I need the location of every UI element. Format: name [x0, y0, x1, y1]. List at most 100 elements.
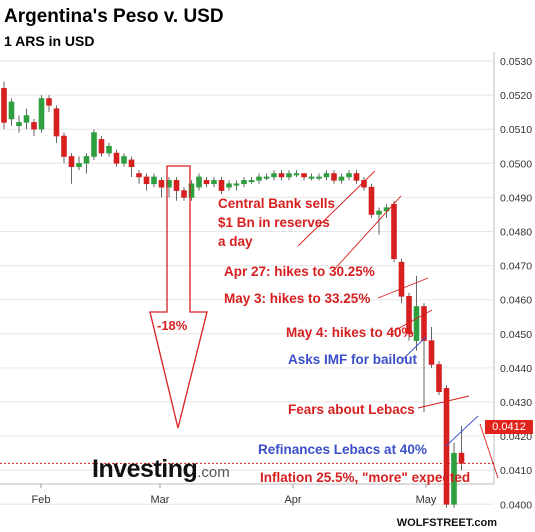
- candle-body: [458, 452, 465, 464]
- candle: [158, 176, 165, 198]
- y-tick-label: 0.0470: [500, 261, 532, 273]
- candle: [188, 180, 195, 201]
- candle-body: [271, 173, 277, 178]
- candle-body: [301, 173, 307, 178]
- candle: [31, 118, 37, 137]
- candle-body: [286, 173, 292, 178]
- candle-body: [323, 173, 330, 178]
- candle: [271, 170, 277, 181]
- candle: [211, 176, 217, 188]
- candle-body: [233, 183, 240, 186]
- candle-body: [226, 183, 232, 188]
- candle-body: [248, 180, 255, 183]
- annotation-line: a day: [218, 234, 253, 249]
- y-tick-label: 0.0520: [500, 90, 532, 102]
- logo-brand: Investing: [92, 455, 198, 483]
- candle: [241, 176, 247, 188]
- candle: [413, 275, 420, 351]
- candle: [398, 258, 405, 304]
- candle-body: [428, 340, 435, 365]
- credit-label: WOLFSTREET.com: [396, 517, 497, 529]
- candle: [263, 173, 270, 181]
- candle-body: [188, 183, 195, 198]
- candle: [1, 81, 7, 130]
- candle-body: [443, 388, 450, 505]
- candle-body: [8, 101, 15, 120]
- annotation-inflation: Inflation 25.5%, "more" expected: [260, 470, 471, 485]
- candle: [458, 425, 465, 471]
- candle: [61, 132, 67, 164]
- annotation-may4: May 4: hikes to 40%: [286, 325, 414, 340]
- pointer-lebacs-fears: [417, 395, 470, 409]
- logo-suffix: .com: [197, 464, 230, 481]
- candle-body: [256, 176, 262, 181]
- candle: [353, 170, 360, 184]
- candle-body: [98, 139, 105, 154]
- pointer-lebacs-refinance: [445, 415, 479, 447]
- candle: [91, 129, 97, 160]
- annotation-imf: Asks IMF for bailout: [288, 352, 418, 367]
- candle-body: [151, 176, 157, 185]
- y-tick-label: 0.0530: [500, 56, 532, 68]
- x-tick-label: Apr: [284, 494, 301, 506]
- candle-body: [316, 176, 322, 179]
- candle: [8, 98, 15, 126]
- annotation-apr27: Apr 27: hikes to 30.25%: [224, 264, 375, 279]
- candle: [256, 173, 262, 184]
- candle: [391, 200, 397, 263]
- annotation-may3: May 3: hikes to 33.25%: [224, 291, 371, 306]
- pointer-may3: [377, 277, 429, 299]
- y-tick-label: 0.0420: [500, 431, 532, 443]
- candle-body: [436, 364, 442, 393]
- x-tick-label: Feb: [32, 494, 51, 506]
- candle-body: [1, 87, 7, 123]
- pointer-imf: [401, 336, 427, 361]
- candle-body: [83, 156, 90, 164]
- y-tick-label: 0.0400: [500, 499, 532, 511]
- candle-body: [23, 115, 30, 123]
- pointer-apr27: [331, 195, 402, 273]
- candle: [203, 176, 210, 188]
- y-tick-label: 0.0430: [500, 397, 532, 409]
- candle: [286, 170, 292, 181]
- chart-title: Argentina's Peso v. USD: [4, 6, 224, 27]
- candle-body: [211, 180, 217, 185]
- y-tick-label: 0.0480: [500, 227, 532, 239]
- pointer-central-bank: [297, 170, 376, 247]
- candle-body: [76, 163, 82, 168]
- candle: [443, 384, 450, 508]
- y-tick-label: 0.0410: [500, 465, 532, 477]
- candle-body: [38, 98, 45, 130]
- candle: [376, 207, 382, 235]
- candle-body: [451, 452, 457, 505]
- candle-body: [68, 156, 75, 168]
- candle-body: [128, 159, 135, 168]
- candle: [248, 176, 255, 184]
- candle: [98, 136, 105, 157]
- candle: [23, 108, 30, 130]
- drop-percentage-label: -18%: [157, 318, 188, 333]
- candle-body: [391, 203, 397, 260]
- annotation-line: $1 Bn in reserves: [218, 215, 330, 230]
- candle: [121, 153, 127, 167]
- annotation-lebacs-fears: Fears about Lebacs: [288, 402, 415, 417]
- candle-body: [368, 186, 375, 215]
- candle-body: [91, 132, 97, 157]
- gridlines: [0, 60, 494, 505]
- candle: [53, 105, 60, 143]
- candle-body: [263, 176, 270, 179]
- pointer-inflation: [479, 423, 499, 479]
- y-tick-label: 0.0460: [500, 295, 532, 307]
- pointer-may4: [391, 309, 433, 333]
- candle: [346, 170, 352, 181]
- candle-body: [406, 295, 412, 335]
- candle-body: [53, 108, 60, 137]
- y-tick-label: 0.0450: [500, 329, 532, 341]
- candle-body: [353, 173, 360, 181]
- y-tick-label: 0.0440: [500, 363, 532, 375]
- y-tick-label: 0.0490: [500, 192, 532, 204]
- candle-body: [181, 190, 187, 198]
- drop-arrow: [149, 165, 208, 429]
- candle-body: [278, 173, 285, 178]
